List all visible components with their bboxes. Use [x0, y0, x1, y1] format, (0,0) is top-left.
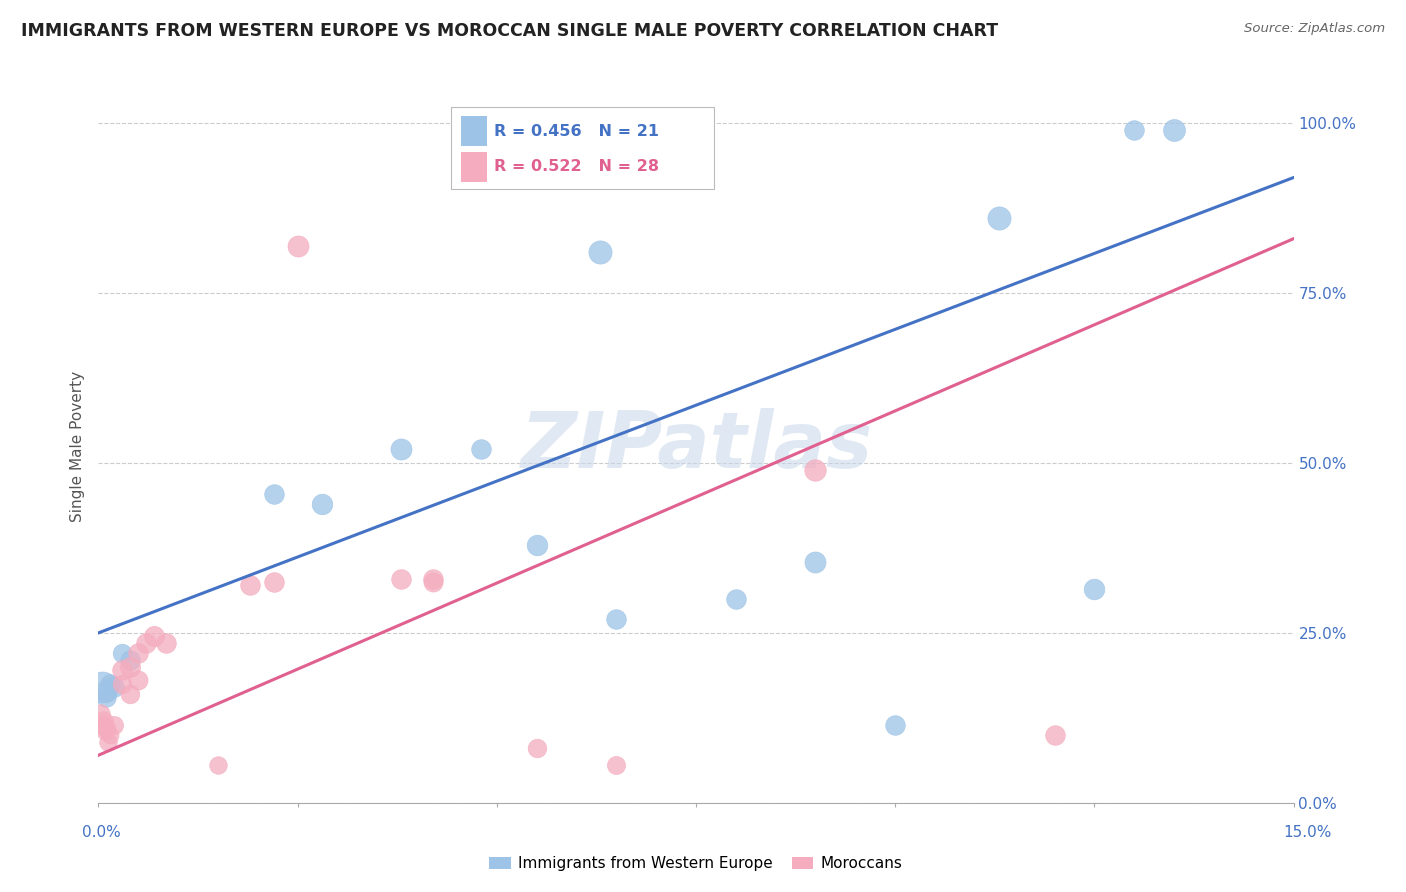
Point: [589, 245, 612, 260]
Text: 15.0%: 15.0%: [1284, 825, 1331, 839]
Text: IMMIGRANTS FROM WESTERN EUROPE VS MOROCCAN SINGLE MALE POVERTY CORRELATION CHART: IMMIGRANTS FROM WESTERN EUROPE VS MOROCC…: [21, 22, 998, 40]
Point: [97, 734, 120, 748]
Bar: [461, 116, 486, 146]
Point: [526, 741, 548, 756]
Text: R = 0.522   N = 28: R = 0.522 N = 28: [494, 160, 659, 175]
Y-axis label: Single Male Poverty: Single Male Poverty: [70, 370, 86, 522]
Point: [90, 717, 112, 731]
Point: [120, 660, 142, 674]
Point: [470, 442, 492, 457]
Point: [143, 629, 166, 643]
Point: [311, 497, 333, 511]
Bar: [461, 152, 486, 182]
Point: [804, 463, 827, 477]
Point: [1043, 728, 1066, 742]
Point: [1083, 582, 1105, 596]
Point: [422, 572, 444, 586]
Point: [91, 714, 114, 729]
Point: [111, 677, 134, 691]
Point: [207, 758, 229, 772]
Point: [605, 612, 627, 626]
Point: [389, 442, 412, 457]
FancyBboxPatch shape: [451, 107, 714, 189]
Legend: Immigrants from Western Europe, Moroccans: Immigrants from Western Europe, Moroccan…: [484, 850, 908, 877]
Point: [120, 653, 142, 667]
Point: [91, 680, 114, 694]
Point: [987, 211, 1010, 226]
Point: [127, 673, 149, 688]
Point: [96, 721, 118, 735]
Point: [1123, 123, 1146, 137]
Point: [287, 238, 309, 252]
Point: [100, 728, 122, 742]
Point: [155, 636, 177, 650]
Point: [94, 724, 117, 739]
Point: [103, 717, 125, 731]
Point: [103, 680, 125, 694]
Text: ZIPatlas: ZIPatlas: [520, 408, 872, 484]
Point: [111, 663, 134, 677]
Point: [804, 555, 827, 569]
Point: [239, 578, 262, 592]
Point: [605, 758, 627, 772]
Point: [120, 687, 142, 701]
Point: [724, 591, 747, 606]
Point: [135, 636, 157, 650]
Point: [389, 572, 412, 586]
Point: [422, 574, 444, 589]
Text: Source: ZipAtlas.com: Source: ZipAtlas.com: [1244, 22, 1385, 36]
Point: [263, 486, 285, 500]
Point: [1163, 123, 1185, 137]
Point: [263, 574, 285, 589]
Text: R = 0.456   N = 21: R = 0.456 N = 21: [494, 124, 659, 139]
Text: 0.0%: 0.0%: [82, 825, 121, 839]
Point: [111, 646, 134, 660]
Point: [100, 677, 122, 691]
Point: [96, 683, 118, 698]
Point: [127, 646, 149, 660]
Point: [884, 717, 907, 731]
Point: [96, 690, 118, 705]
Point: [526, 537, 548, 551]
Point: [89, 707, 111, 722]
